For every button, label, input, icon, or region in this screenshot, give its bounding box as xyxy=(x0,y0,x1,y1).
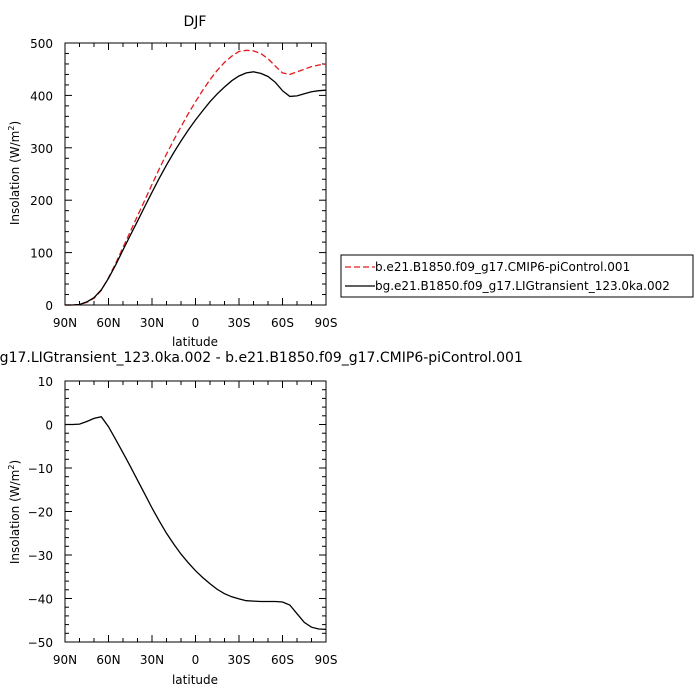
x-tick-label: 0 xyxy=(192,653,200,667)
bottom-panel-x-axis-label: latitude xyxy=(172,673,218,687)
x-tick-label: 30N xyxy=(140,316,164,330)
y-tick-label: 300 xyxy=(30,142,53,156)
x-tick-label: 90S xyxy=(315,316,338,330)
x-tick-label: 30N xyxy=(140,653,164,667)
x-tick-label: 60N xyxy=(96,316,120,330)
series-line-0 xyxy=(65,49,327,306)
bottom-panel-y-axis-label: Insolation (W/m2) xyxy=(7,460,22,564)
top-panel-legend: b.e21.B1850.f09_g17.CMIP6-piControl.001b… xyxy=(340,254,694,298)
x-tick-label: 0 xyxy=(192,316,200,330)
y-tick-label: 400 xyxy=(30,89,53,103)
legend-box xyxy=(340,254,694,298)
bottom-panel: bg.e21.B1850.f09_g17.LIGtransient_123.0k… xyxy=(0,350,523,687)
top-panel-plot-area: 90N 60N 30N 0 30S 60S 90S 0 100 200 300 400 500 xyxy=(30,37,337,330)
y-tick-label: −40 xyxy=(28,593,53,607)
x-tick-label: 60S xyxy=(271,653,294,667)
y-tick-label: −10 xyxy=(28,462,53,476)
y-tick-label: 100 xyxy=(30,247,53,261)
y-tick-label: 0 xyxy=(45,419,53,433)
bottom-panel-plot-area: 90N 60N 30N 0 30S 60S 90S −50 −40 −30 −20 −10 0 10 xyxy=(28,375,338,667)
x-tick-label: 90S xyxy=(315,653,338,667)
y-tick-label: 10 xyxy=(38,375,53,389)
series-line-1 xyxy=(65,71,327,306)
bottom-panel-title: bg.e21.B1850.f09_g17.LIGtransient_123.0k… xyxy=(0,350,523,366)
top-panel-title: DJF xyxy=(184,14,207,30)
series-line-0 xyxy=(65,415,327,631)
x-tick-label: 90N xyxy=(53,316,77,330)
y-tick-label: −50 xyxy=(28,636,53,650)
y-tick-label: 500 xyxy=(30,37,53,51)
y-tick-label: −30 xyxy=(28,549,53,563)
x-tick-label: 60S xyxy=(271,316,294,330)
legend-label-0: b.e21.B1850.f09_g17.CMIP6-piControl.001 xyxy=(375,260,630,274)
top-panel: DJF 90N 60N 30N 0 30S 60S 90S0100200300400500 … xyxy=(7,14,694,349)
legend-label-1: bg.e21.B1850.f09_g17.LIGtransient_123.0k… xyxy=(375,279,670,293)
y-tick-label: 200 xyxy=(30,194,53,208)
x-tick-label: 30S xyxy=(228,316,251,330)
y-tick-label: −20 xyxy=(28,506,53,520)
top-panel-y-axis-label: Insolation (W/m2) xyxy=(7,121,22,225)
plot-frame xyxy=(64,42,327,306)
y-tick-label: 0 xyxy=(45,299,53,313)
x-tick-label: 30S xyxy=(228,653,251,667)
top-panel-x-axis-label: latitude xyxy=(172,335,218,349)
x-tick-label: 90N xyxy=(53,653,77,667)
x-tick-label: 60N xyxy=(96,653,120,667)
